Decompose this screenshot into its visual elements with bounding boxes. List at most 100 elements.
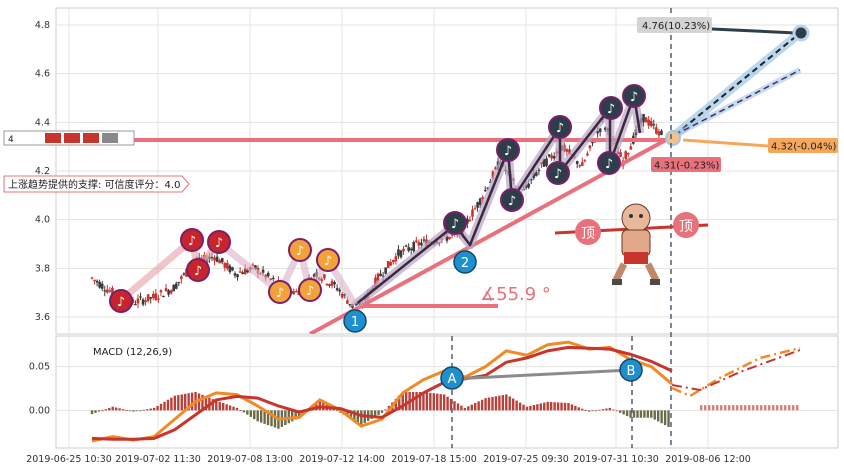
price-y-tick: 4.6 — [35, 69, 50, 80]
macd-forecast-bar — [792, 405, 795, 411]
macd-bar — [556, 402, 560, 411]
candle-body — [210, 257, 214, 259]
y-tick-labels: 3.6 3.8 4.0 4.2 4.4 4.6 4.8 0.00 0.05 — [29, 20, 50, 416]
candle-body — [95, 280, 99, 283]
macd-bar — [297, 410, 301, 418]
macd-bar — [498, 395, 501, 411]
candle-body — [624, 151, 627, 159]
candle-body — [481, 197, 484, 200]
macd-bar — [508, 396, 511, 411]
candle-body — [420, 242, 423, 246]
candle-body — [146, 294, 150, 301]
macd-bar — [601, 409, 605, 411]
macd-bar — [598, 409, 601, 411]
macd-forecast-bar — [720, 405, 723, 411]
macd-forecast-bar — [704, 405, 707, 411]
macd-bar — [646, 410, 650, 418]
svg-text:A: A — [448, 372, 457, 387]
macd-bar — [101, 410, 104, 412]
candle-body — [532, 172, 536, 179]
left-wave-shadow — [118, 233, 221, 303]
marker-dark-note — [548, 115, 572, 139]
candle-body — [93, 279, 96, 282]
candle-body — [448, 236, 451, 240]
candle-body — [415, 240, 418, 243]
macd-bar — [156, 405, 159, 411]
candle-body — [580, 162, 584, 167]
macd-bar — [94, 410, 97, 413]
macd-forecast-bar — [796, 405, 799, 411]
x-tick: 2019-07-31 10:30 — [573, 454, 659, 465]
macd-bar — [625, 410, 629, 417]
macd-dif-line — [91, 340, 673, 443]
svg-text:B: B — [627, 364, 636, 379]
macd-bar — [384, 409, 387, 411]
macd-bar — [218, 401, 221, 411]
macd-bar — [470, 404, 473, 411]
candle-body — [603, 127, 607, 130]
candle-body — [108, 290, 112, 292]
candle-body — [568, 149, 571, 155]
candle-body — [241, 272, 244, 275]
macd-y-tick: 0.00 — [29, 405, 50, 416]
macd-bar — [505, 394, 508, 411]
divergence-point-b: B — [619, 358, 643, 382]
candle-body — [552, 156, 556, 159]
macd-bar — [377, 410, 380, 415]
candle-body — [346, 300, 349, 304]
macd-bar — [494, 396, 498, 411]
macd-y-tick: 0.05 — [29, 362, 50, 373]
candle-body — [586, 153, 589, 156]
macd-bar — [266, 410, 270, 426]
svg-text:2: 2 — [461, 256, 469, 271]
candle-body — [254, 265, 257, 270]
candle-body — [106, 289, 109, 293]
macd-bar — [170, 397, 173, 411]
candle-body — [228, 265, 232, 273]
price-y-tick: 4.4 — [35, 117, 50, 128]
macd-bar — [577, 407, 580, 411]
macd-bar — [491, 396, 494, 411]
candle-body — [180, 276, 183, 280]
candle-body — [174, 283, 178, 289]
macd-forecast-bar — [740, 405, 743, 411]
macd-bar — [587, 410, 591, 412]
macd-forecast-bar — [788, 405, 791, 411]
candle-body — [652, 124, 656, 126]
candle-body — [167, 290, 170, 295]
macd-bar — [570, 404, 574, 411]
macd-bar — [415, 392, 418, 411]
candle-body — [596, 130, 599, 134]
candle-body — [172, 284, 176, 292]
macd-bar — [522, 404, 525, 411]
macd-bar — [346, 410, 349, 417]
macd-bar — [574, 405, 577, 411]
candle-body — [141, 299, 145, 305]
macd-bar — [125, 409, 128, 411]
candle-body — [215, 256, 219, 262]
macd-bar — [353, 410, 356, 421]
macd-bar — [121, 409, 125, 411]
candle-body — [591, 141, 594, 144]
wave-point-1: 1 — [343, 309, 367, 333]
candle-body — [626, 153, 630, 155]
macd-bar — [259, 410, 263, 423]
macd-bar — [139, 410, 142, 412]
marker-red-note — [109, 289, 133, 313]
candle-body — [471, 209, 474, 217]
macd-bar — [235, 407, 239, 411]
macd-bar — [608, 407, 612, 411]
macd-bar — [525, 406, 529, 411]
macd-bar — [166, 399, 170, 411]
macd-forecast-bar — [744, 405, 747, 411]
candle-body — [182, 273, 186, 275]
macd-bar — [511, 398, 515, 411]
macd-forecast-bar — [700, 405, 703, 411]
candle-body — [266, 272, 270, 277]
candle-body — [335, 288, 339, 291]
price-y-tick: 4.0 — [35, 215, 50, 226]
candle-body — [583, 160, 587, 162]
macd-bar — [394, 398, 398, 411]
marker-dark-note — [599, 96, 623, 120]
